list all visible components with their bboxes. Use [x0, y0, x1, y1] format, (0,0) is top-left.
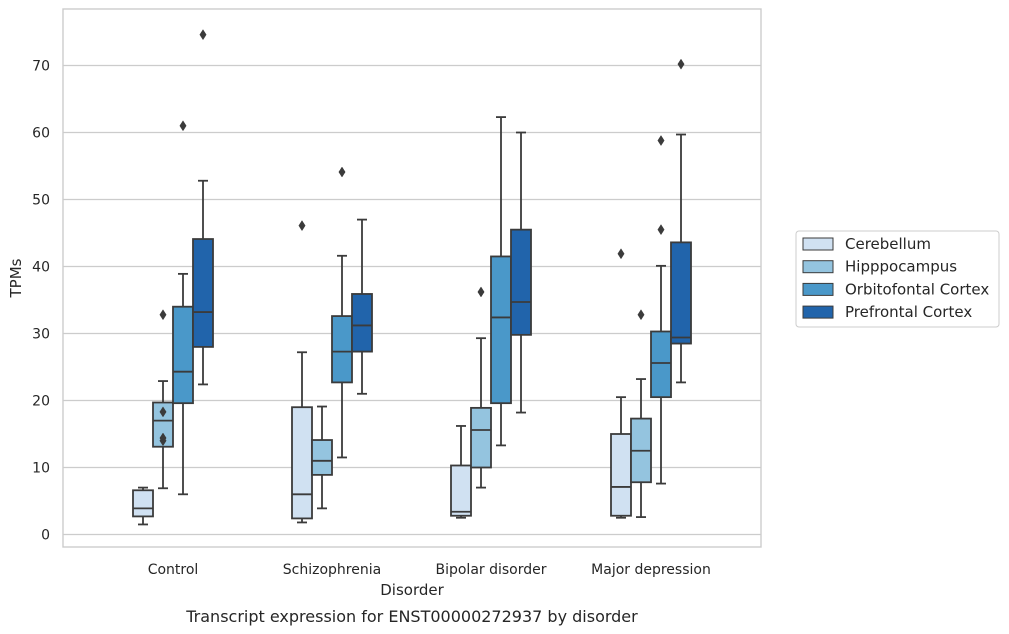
box-plot	[450, 425, 472, 519]
legend-swatch	[802, 305, 834, 319]
outlier-point	[657, 135, 665, 147]
box-iqr	[152, 401, 174, 448]
y-tick-label: 70	[32, 59, 50, 75]
y-tick-label: 0	[41, 528, 50, 544]
outlier-point	[637, 309, 645, 321]
box-plot	[152, 309, 174, 490]
legend-swatch	[802, 282, 834, 296]
box-iqr	[610, 433, 632, 517]
box-iqr	[172, 305, 194, 405]
outlier-point	[338, 166, 346, 178]
outlier-point	[617, 248, 625, 260]
outlier-point	[159, 432, 167, 444]
box-plot	[470, 286, 492, 489]
box-iqr	[510, 228, 532, 336]
x-tick-label: Major depression	[591, 562, 711, 578]
legend-swatch	[802, 260, 834, 274]
x-tick-labels: Control Schizophrenia Bipolar disorder Majo…	[148, 562, 711, 578]
y-tick-label: 40	[32, 260, 50, 276]
y-tick-label: 60	[32, 126, 50, 142]
outlier-point	[298, 220, 306, 232]
box-iqr	[311, 439, 333, 476]
x-tick-label: Bipolar disorder	[435, 562, 546, 578]
x-axis-title: Disorder	[380, 581, 444, 599]
box-plot	[351, 218, 373, 395]
box-plot	[311, 405, 333, 510]
box-plot	[291, 220, 313, 524]
legend-label: Hipppocampus	[845, 258, 957, 276]
y-axis-title: TPMs	[7, 258, 25, 298]
chart-caption: Transcript expression for ENST0000027293…	[185, 607, 638, 626]
box-iqr	[450, 464, 472, 517]
outlier-point	[199, 29, 207, 41]
x-tick-label: Schizophrenia	[283, 562, 381, 578]
box-plot	[490, 116, 512, 447]
box-plot	[630, 309, 652, 518]
box-plot	[331, 166, 353, 459]
box-iqr	[470, 406, 492, 469]
box-plot	[650, 135, 672, 485]
box-iqr	[490, 255, 512, 405]
box-iqr	[650, 330, 672, 399]
legend-label: Orbitofontal Cortex	[845, 280, 989, 298]
box-plot	[132, 486, 154, 526]
legend: Cerebellum Hipppocampus Orbitofontal Corte…	[795, 230, 1000, 328]
outlier-point	[677, 58, 685, 70]
box-plot	[670, 58, 692, 384]
box-iqr	[192, 238, 214, 348]
box-iqr	[291, 406, 313, 520]
box-iqr	[351, 293, 373, 353]
outlier-point	[657, 224, 665, 236]
plot-background	[63, 9, 761, 547]
box-plots	[132, 29, 692, 526]
y-tick-label: 30	[32, 327, 50, 343]
plot-frame	[62, 8, 762, 548]
box-iqr	[331, 315, 353, 384]
box-iqr	[670, 241, 692, 345]
y-tick-label: 20	[32, 394, 50, 410]
box-plot	[172, 120, 194, 496]
legend-swatch	[802, 237, 834, 251]
outlier-point	[159, 309, 167, 321]
outlier-point	[159, 406, 167, 418]
legend-label: Cerebellum	[845, 235, 931, 253]
y-tick-label: 10	[32, 461, 50, 477]
legend-frame	[795, 230, 1000, 328]
y-tick-labels: 0 10 20 30 40 50 60 70	[32, 59, 50, 544]
outlier-point	[179, 120, 187, 132]
outlier-point	[477, 286, 485, 298]
box-plot	[192, 29, 214, 386]
box-plot	[510, 131, 532, 414]
y-tick-label: 50	[32, 193, 50, 209]
box-iqr	[132, 489, 154, 518]
x-tick-label: Control	[148, 562, 199, 578]
legend-label: Prefrontal Cortex	[845, 303, 972, 321]
